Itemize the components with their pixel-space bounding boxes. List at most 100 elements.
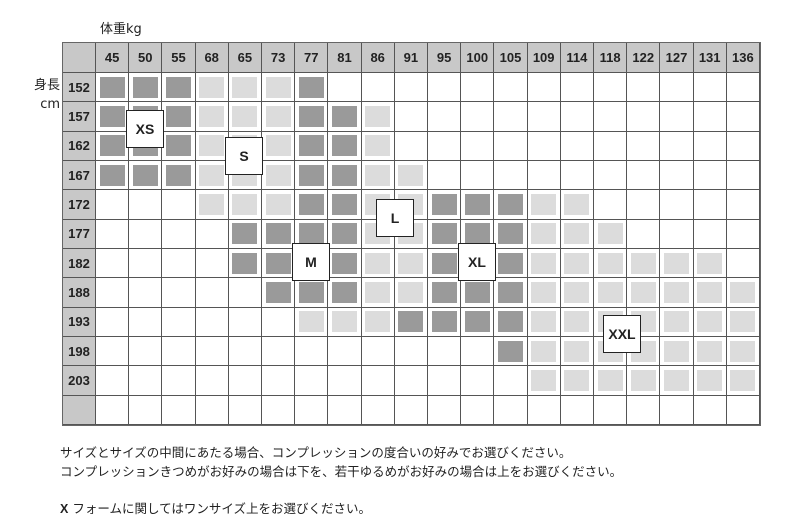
grid-cell (328, 161, 362, 191)
weight-tick-label: 73 (262, 43, 296, 73)
dark-fit-mark (165, 76, 192, 98)
grid-cell (627, 161, 661, 191)
note-line-1: サイズとサイズの中間にあたる場合、コンプレッションの度合いの好みでお選びください… (60, 445, 572, 460)
weight-tick-label: 114 (560, 43, 594, 73)
light-fit-mark (398, 281, 424, 304)
light-fit-mark (199, 135, 225, 157)
grid-cell (328, 102, 362, 132)
grid-cell (494, 73, 528, 103)
dark-fit-mark (132, 164, 158, 186)
grid-cell (162, 278, 196, 308)
grid-cell (394, 131, 428, 161)
grid-cell (726, 131, 760, 161)
dark-fit-mark (298, 281, 324, 304)
grid-cell (328, 190, 362, 220)
grid-cell (660, 249, 694, 279)
grid-cell (560, 395, 594, 425)
grid-cell (228, 73, 262, 103)
grid-cell (494, 395, 528, 425)
grid-cell (428, 307, 462, 337)
dark-fit-mark (398, 311, 424, 333)
grid-cell (560, 278, 594, 308)
grid-cell (660, 366, 694, 396)
dark-fit-mark (331, 193, 358, 216)
grid-cell (394, 307, 428, 337)
grid-cell (660, 278, 694, 308)
grid-cell (295, 190, 329, 220)
grid-cell (428, 190, 462, 220)
weight-tick-label: 118 (594, 43, 628, 73)
grid-cell (726, 190, 760, 220)
grid-cell (594, 278, 628, 308)
grid-cell (129, 249, 163, 279)
light-fit-mark (531, 252, 557, 274)
grid-cell (394, 219, 428, 249)
corner-header-cell (63, 43, 96, 73)
grid-cell (96, 161, 130, 191)
grid-cell (560, 161, 594, 191)
dark-fit-mark (99, 135, 125, 157)
weight-tick-label: 91 (394, 43, 428, 73)
height-tick-label: 188 (63, 278, 96, 308)
dark-fit-mark (232, 252, 258, 274)
grid-cell (693, 249, 727, 279)
light-fit-mark (265, 135, 291, 157)
light-fit-mark (365, 311, 391, 333)
grid-cell (461, 190, 495, 220)
size-label-l: L (376, 199, 414, 237)
dark-fit-mark (497, 252, 524, 274)
grid-cell (428, 337, 462, 367)
light-fit-mark (564, 223, 590, 245)
grid-cell (262, 73, 296, 103)
grid-cell (129, 190, 163, 220)
height-tick-label: 172 (63, 190, 96, 220)
grid-cell (96, 278, 130, 308)
grid-cell (726, 249, 760, 279)
dark-fit-mark (431, 281, 457, 304)
grid-cell (394, 337, 428, 367)
grid-cell (560, 102, 594, 132)
light-fit-mark (398, 252, 424, 274)
grid-cell (594, 366, 628, 396)
dark-fit-mark (132, 76, 158, 98)
light-fit-mark (663, 252, 690, 274)
grid-cell (461, 395, 495, 425)
grid-cell (660, 337, 694, 367)
light-fit-mark (531, 311, 557, 333)
grid-cell (195, 278, 229, 308)
grid-cell (96, 73, 130, 103)
grid-cell (228, 278, 262, 308)
grid-cell (594, 161, 628, 191)
grid-cell (461, 102, 495, 132)
light-fit-mark (531, 281, 557, 304)
height-tick-label (63, 395, 96, 425)
grid-cell (693, 131, 727, 161)
grid-cell (361, 337, 395, 367)
grid-cell (527, 395, 561, 425)
dark-fit-mark (331, 281, 358, 304)
grid-cell (195, 395, 229, 425)
grid-cell (361, 102, 395, 132)
dark-fit-mark (298, 193, 324, 216)
light-fit-mark (663, 369, 690, 392)
grid-cell (162, 337, 196, 367)
grid-cell (726, 337, 760, 367)
light-fit-mark (531, 193, 557, 216)
grid-cell (494, 161, 528, 191)
grid-cell (96, 307, 130, 337)
grid-cell (527, 161, 561, 191)
grid-cell (262, 190, 296, 220)
grid-cell (162, 219, 196, 249)
light-fit-mark (564, 193, 590, 216)
grid-cell (428, 131, 462, 161)
grid-cell (726, 161, 760, 191)
light-fit-mark (697, 281, 723, 304)
dark-fit-mark (298, 76, 324, 98)
grid-cell (461, 73, 495, 103)
grid-cell (162, 73, 196, 103)
grid-cell (594, 249, 628, 279)
dark-fit-mark (464, 193, 490, 216)
grid-cell (162, 366, 196, 396)
light-fit-mark (265, 76, 291, 98)
grid-cell (726, 73, 760, 103)
